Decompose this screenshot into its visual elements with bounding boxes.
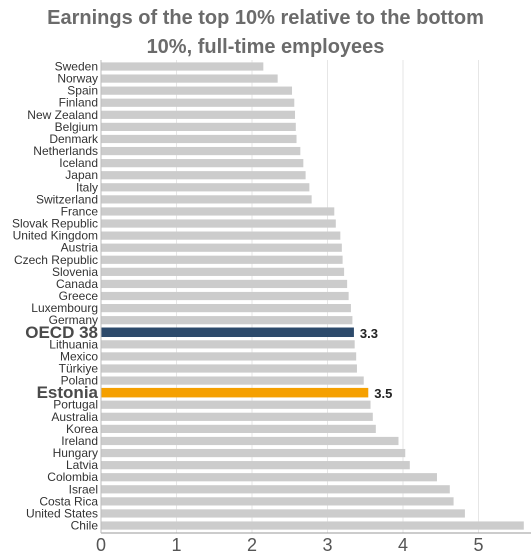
category-label-germany: Germany <box>49 313 98 327</box>
category-label-sweden: Sweden <box>55 60 98 74</box>
bar-estonia <box>101 387 369 398</box>
bar-oecd-38 <box>101 327 354 338</box>
category-label-estonia: Estonia <box>37 383 99 402</box>
category-label-slovak-republic: Slovak Republic <box>12 217 98 231</box>
bar-mexico <box>101 352 357 361</box>
data-label-estonia: 3.5 <box>374 386 392 401</box>
data-label-oecd-38: 3.3 <box>360 326 378 341</box>
category-label-new-zealand: New Zealand <box>27 108 98 122</box>
bar-japan <box>101 171 306 180</box>
bar-chile <box>101 521 524 530</box>
bar-canada <box>101 279 348 289</box>
category-label-costa-rica: Costa Rica <box>39 494 98 508</box>
x-tick-label-0: 0 <box>96 535 106 555</box>
category-label-t-rkiye: Türkiye <box>59 362 99 376</box>
category-label-united-states: United States <box>26 506 98 520</box>
bar-sweden <box>101 62 264 71</box>
bar-costa-rica <box>101 497 454 506</box>
bar-czech-republic <box>101 255 343 264</box>
category-label-oecd-38: OECD 38 <box>25 323 98 342</box>
category-label-lithuania: Lithuania <box>49 337 98 351</box>
bar-luxembourg <box>101 304 351 313</box>
bar-australia <box>101 412 373 421</box>
bar-greece <box>101 291 349 301</box>
category-label-denmark: Denmark <box>49 132 99 146</box>
bar-portugal <box>101 400 371 409</box>
category-label-france: France <box>61 204 99 218</box>
category-label-ireland: Ireland <box>61 434 98 448</box>
category-label-slovenia: Slovenia <box>52 265 98 279</box>
bar-belgium <box>101 122 296 131</box>
category-label-luxembourg: Luxembourg <box>31 301 98 315</box>
bar-slovak-republic <box>101 219 336 228</box>
bar-italy <box>101 183 310 192</box>
category-label-greece: Greece <box>59 289 99 303</box>
bar-ireland <box>101 436 399 446</box>
category-label-poland: Poland <box>61 374 98 388</box>
category-label-switzerland: Switzerland <box>36 192 98 206</box>
bar-new-zealand <box>101 110 296 119</box>
chart-title-line-2: 10%, full-time employees <box>146 36 385 58</box>
bar-united-states <box>101 509 465 518</box>
category-label-belgium: Belgium <box>55 120 98 134</box>
category-label-japan: Japan <box>65 168 98 182</box>
category-label-spain: Spain <box>67 84 98 98</box>
bar-austria <box>101 243 342 252</box>
category-label-united-kingdom: United Kingdom <box>13 229 98 243</box>
bar-netherlands <box>101 146 301 156</box>
bar-spain <box>101 86 293 95</box>
category-label-colombia: Colombia <box>47 470 98 484</box>
category-label-austria: Austria <box>61 241 99 255</box>
category-label-canada: Canada <box>56 277 98 291</box>
bar-france <box>101 207 335 216</box>
bar-united-kingdom <box>101 231 341 240</box>
category-label-latvia: Latvia <box>66 458 98 472</box>
x-tick-label-5: 5 <box>473 535 483 555</box>
bar-hungary <box>101 448 406 458</box>
category-label-czech-republic: Czech Republic <box>14 253 98 267</box>
category-label-korea: Korea <box>66 422 98 436</box>
category-label-italy: Italy <box>76 180 98 194</box>
bar-switzerland <box>101 195 312 204</box>
x-tick-label-2: 2 <box>247 535 257 555</box>
bar-denmark <box>101 134 297 144</box>
category-label-australia: Australia <box>51 410 98 424</box>
category-label-mexico: Mexico <box>60 349 98 363</box>
bar-norway <box>101 74 278 83</box>
category-label-iceland: Iceland <box>59 156 98 170</box>
x-tick-label-3: 3 <box>322 535 332 555</box>
bar-israel <box>101 485 450 494</box>
x-tick-label-4: 4 <box>398 535 408 555</box>
x-tick-label-1: 1 <box>171 535 181 555</box>
bar-slovenia <box>101 267 345 276</box>
category-label-finland: Finland <box>59 96 98 110</box>
bar-germany <box>101 316 353 325</box>
bar-poland <box>101 376 364 385</box>
bar-t-rkiye <box>101 364 357 373</box>
category-label-chile: Chile <box>71 519 99 533</box>
bar-finland <box>101 98 295 107</box>
category-label-hungary: Hungary <box>53 446 98 460</box>
category-label-norway: Norway <box>57 72 98 86</box>
bar-colombia <box>101 473 437 482</box>
bar-lithuania <box>101 340 355 349</box>
bar-latvia <box>101 461 410 470</box>
bar-korea <box>101 424 376 433</box>
category-label-portugal: Portugal <box>53 398 98 412</box>
bar-iceland <box>101 159 304 168</box>
category-label-israel: Israel <box>69 482 98 496</box>
chart-title-line-1: Earnings of the top 10% relative to the … <box>47 7 484 29</box>
chart-title: Earnings of the top 10% relative to the … <box>0 4 531 62</box>
category-label-netherlands: Netherlands <box>33 144 98 158</box>
